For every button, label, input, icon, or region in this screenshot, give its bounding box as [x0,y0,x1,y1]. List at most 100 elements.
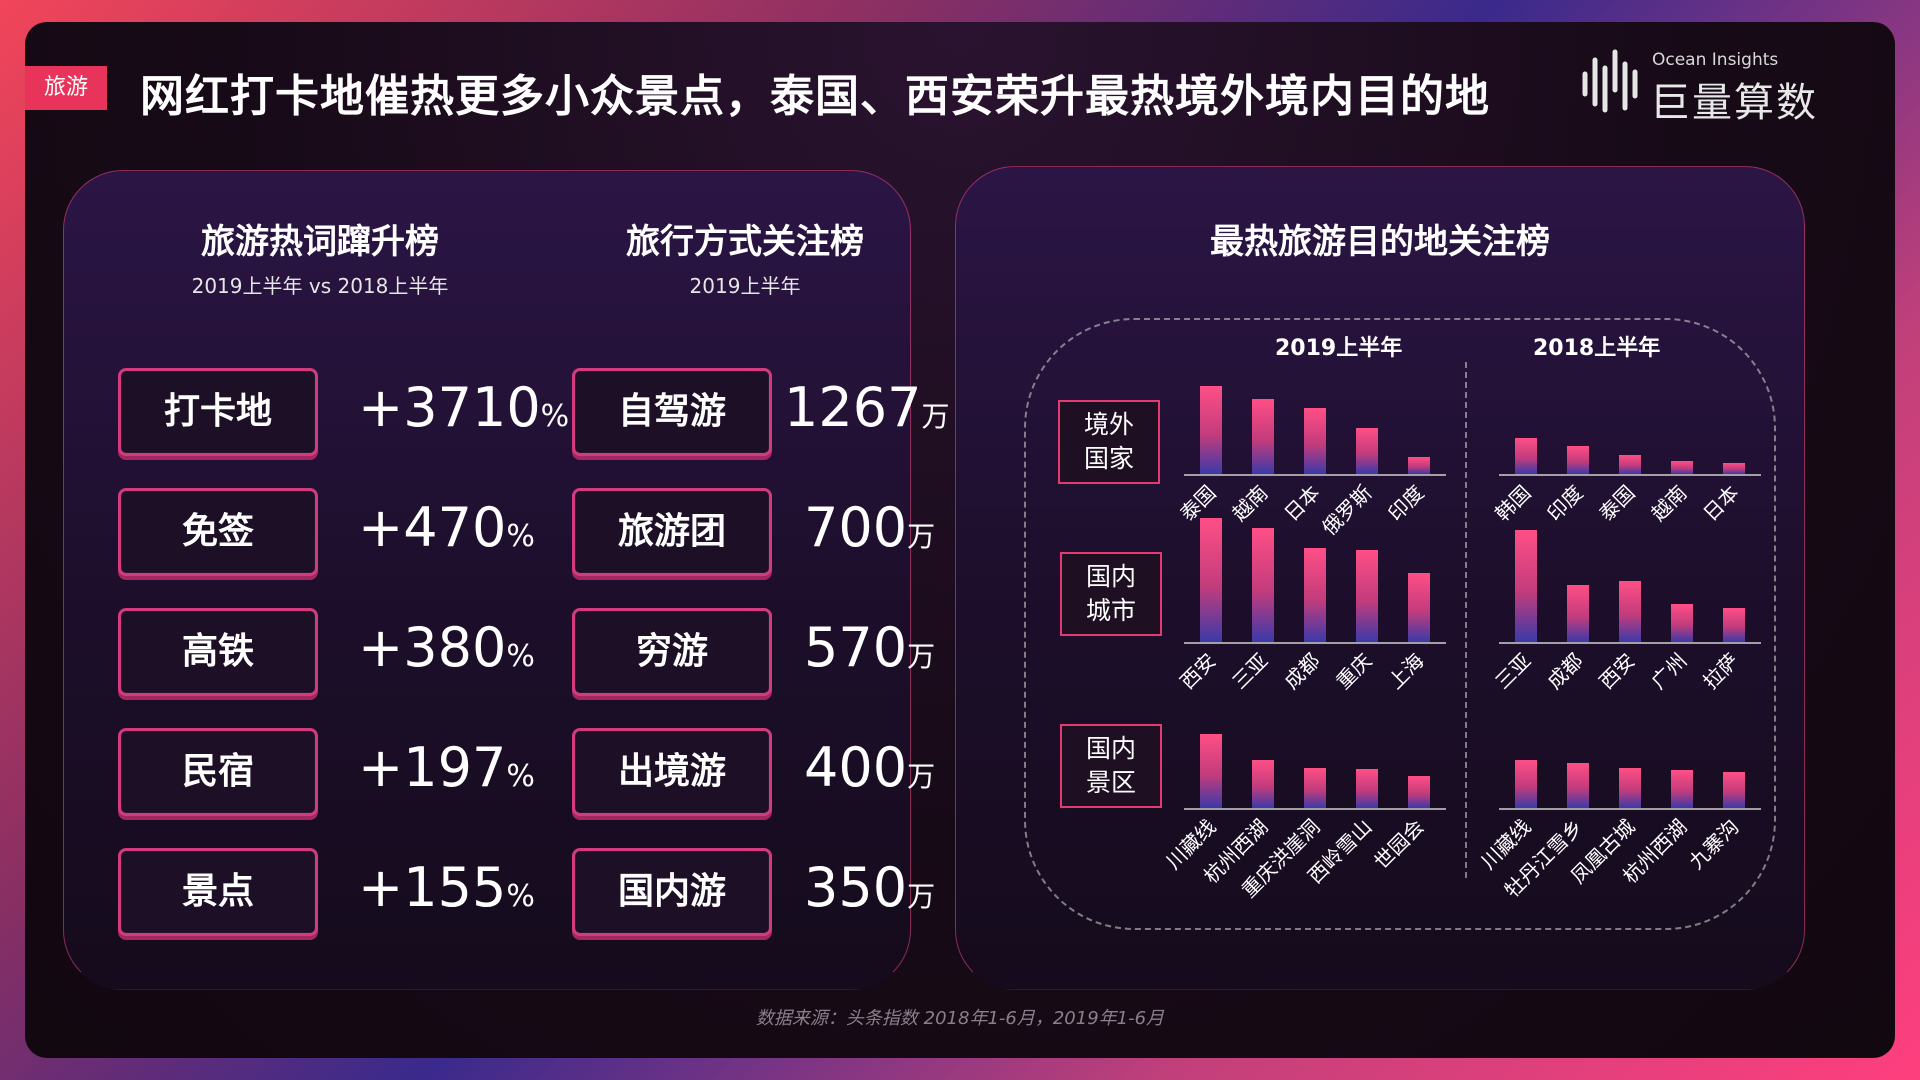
category-label: 韩国 [1490,481,1535,526]
category-label: 九寨沟 [1684,815,1743,874]
bar [1515,530,1537,642]
mode-value: 350 [804,856,908,919]
row-label-line: 国家 [1083,444,1134,473]
bar [1356,769,1378,808]
bar [1619,455,1641,474]
category-label: 三亚 [1227,649,1272,694]
row-label-scenic: 国内 景区 [1060,724,1162,808]
travel-mode-pill: 旅游团 [572,488,772,576]
hot-words-title: 旅游热词蹿升榜 [201,222,439,262]
row-label-line: 国内 [1085,734,1136,763]
bar [1723,608,1745,642]
category-label: 拉萨 [1698,649,1743,694]
hot-word-pill: 民宿 [118,728,318,816]
travel-mode-value: 1267万 [784,376,949,439]
bar [1200,734,1222,808]
page-title: 网红打卡地催热更多小众景点，泰国、西安荣升最热境外境内目的地 [140,71,1490,122]
bar [1304,408,1326,474]
chart-frame [1024,318,1776,930]
travel-mode-pill: 出境游 [572,728,772,816]
travel-mode-value: 400万 [804,736,935,799]
mode-unit: 万 [907,880,936,913]
bar [1200,518,1222,642]
category-label: 越南 [1646,481,1691,526]
bar [1356,428,1378,474]
period-2019-label: 2019上半年 [1275,336,1403,361]
travel-mode-pill: 国内游 [572,848,772,936]
bar [1356,550,1378,642]
data-source: 数据来源：头条指数 2018年1-6月，2019年1-6月 [755,1008,1165,1029]
hot-word-growth: +3710% [358,376,569,439]
bar [1619,581,1641,642]
bar [1567,585,1589,642]
category-label: 三亚 [1490,649,1535,694]
bar [1619,768,1641,808]
destinations-title: 最热旅游目的地关注榜 [1210,222,1550,262]
mode-value: 400 [804,736,908,799]
hot-word-pill: 高铁 [118,608,318,696]
category-label: 日本 [1279,481,1324,526]
category-label: 泰国 [1594,481,1639,526]
row-label-overseas: 境外 国家 [1058,400,1160,484]
bar [1252,399,1274,474]
bar [1723,772,1745,808]
bar [1252,528,1274,642]
category-label: 越南 [1227,481,1272,526]
row-label-line: 国内 [1085,562,1136,591]
mode-unit: 万 [907,520,936,553]
bar [1408,457,1430,474]
bar [1304,548,1326,642]
hot-word-growth: +380% [358,616,535,679]
brand-logo: Ocean Insights 巨量算数 [1580,40,1840,126]
row-label-line: 城市 [1085,596,1136,625]
category-label: 上海 [1383,649,1428,694]
bar [1671,461,1693,474]
mode-value: 700 [804,496,908,559]
growth-value: +380 [358,616,507,679]
logo-bars-icon [1582,49,1638,113]
bar [1515,438,1537,474]
travel-mode-value: 350万 [804,856,935,919]
mode-unit: 万 [921,400,950,433]
category-label: 印度 [1383,481,1428,526]
period-2018-label: 2018上半年 [1533,336,1661,361]
mode-unit: 万 [907,640,936,673]
bar [1567,446,1589,474]
growth-value: +3710 [358,376,541,439]
logo-name: 巨量算数 [1650,80,1818,126]
bar [1200,386,1222,474]
category-label: 世园会 [1369,815,1428,874]
category-label: 成都 [1279,649,1324,694]
bar [1671,604,1693,642]
logo-subtitle: Ocean Insights [1652,50,1779,70]
growth-value: +155 [358,856,507,919]
travel-modes-subtitle: 2019上半年 [689,274,801,298]
travel-mode-value: 570万 [804,616,935,679]
hot-word-growth: +155% [358,856,535,919]
mode-value: 1267 [784,376,922,439]
growth-unit: % [506,639,535,674]
hot-word-pill: 景点 [118,848,318,936]
hot-words-subtitle: 2019上半年 vs 2018上半年 [191,274,449,298]
growth-value: +470 [358,496,507,559]
row-label-cities: 国内 城市 [1060,552,1162,636]
category-label: 西安 [1594,649,1639,694]
bar [1723,463,1745,474]
category-label: 西安 [1175,649,1220,694]
growth-unit: % [506,759,535,794]
growth-value: +197 [358,736,507,799]
growth-unit: % [506,519,535,554]
bar [1515,760,1537,808]
travel-mode-pill: 穷游 [572,608,772,696]
mode-unit: 万 [907,760,936,793]
category-tag: 旅游 [25,66,107,110]
bar [1671,770,1693,808]
growth-unit: % [506,879,535,914]
bar [1408,573,1430,642]
bar [1567,763,1589,808]
category-label: 重庆 [1331,649,1376,694]
bar [1304,768,1326,808]
row-label-line: 景区 [1085,768,1136,797]
hot-word-growth: +197% [358,736,535,799]
